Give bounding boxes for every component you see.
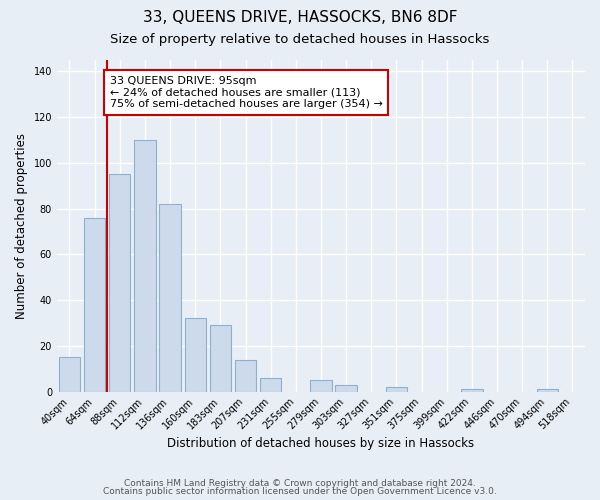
Bar [84,218,106,392]
Y-axis label: Number of detached properties: Number of detached properties [15,133,28,319]
Bar [59,358,80,392]
Bar [461,390,482,392]
Text: 33, QUEENS DRIVE, HASSOCKS, BN6 8DF: 33, QUEENS DRIVE, HASSOCKS, BN6 8DF [143,10,457,25]
Text: Contains public sector information licensed under the Open Government Licence v3: Contains public sector information licen… [103,487,497,496]
Bar [185,318,206,392]
Text: 33 QUEENS DRIVE: 95sqm
← 24% of detached houses are smaller (113)
75% of semi-de: 33 QUEENS DRIVE: 95sqm ← 24% of detached… [110,76,383,109]
Bar [335,384,357,392]
Text: Size of property relative to detached houses in Hassocks: Size of property relative to detached ho… [110,32,490,46]
X-axis label: Distribution of detached houses by size in Hassocks: Distribution of detached houses by size … [167,437,475,450]
Bar [209,326,231,392]
Text: Contains HM Land Registry data © Crown copyright and database right 2024.: Contains HM Land Registry data © Crown c… [124,478,476,488]
Bar [235,360,256,392]
Bar [386,387,407,392]
Bar [160,204,181,392]
Bar [536,390,558,392]
Bar [109,174,130,392]
Bar [260,378,281,392]
Bar [310,380,332,392]
Bar [134,140,155,392]
